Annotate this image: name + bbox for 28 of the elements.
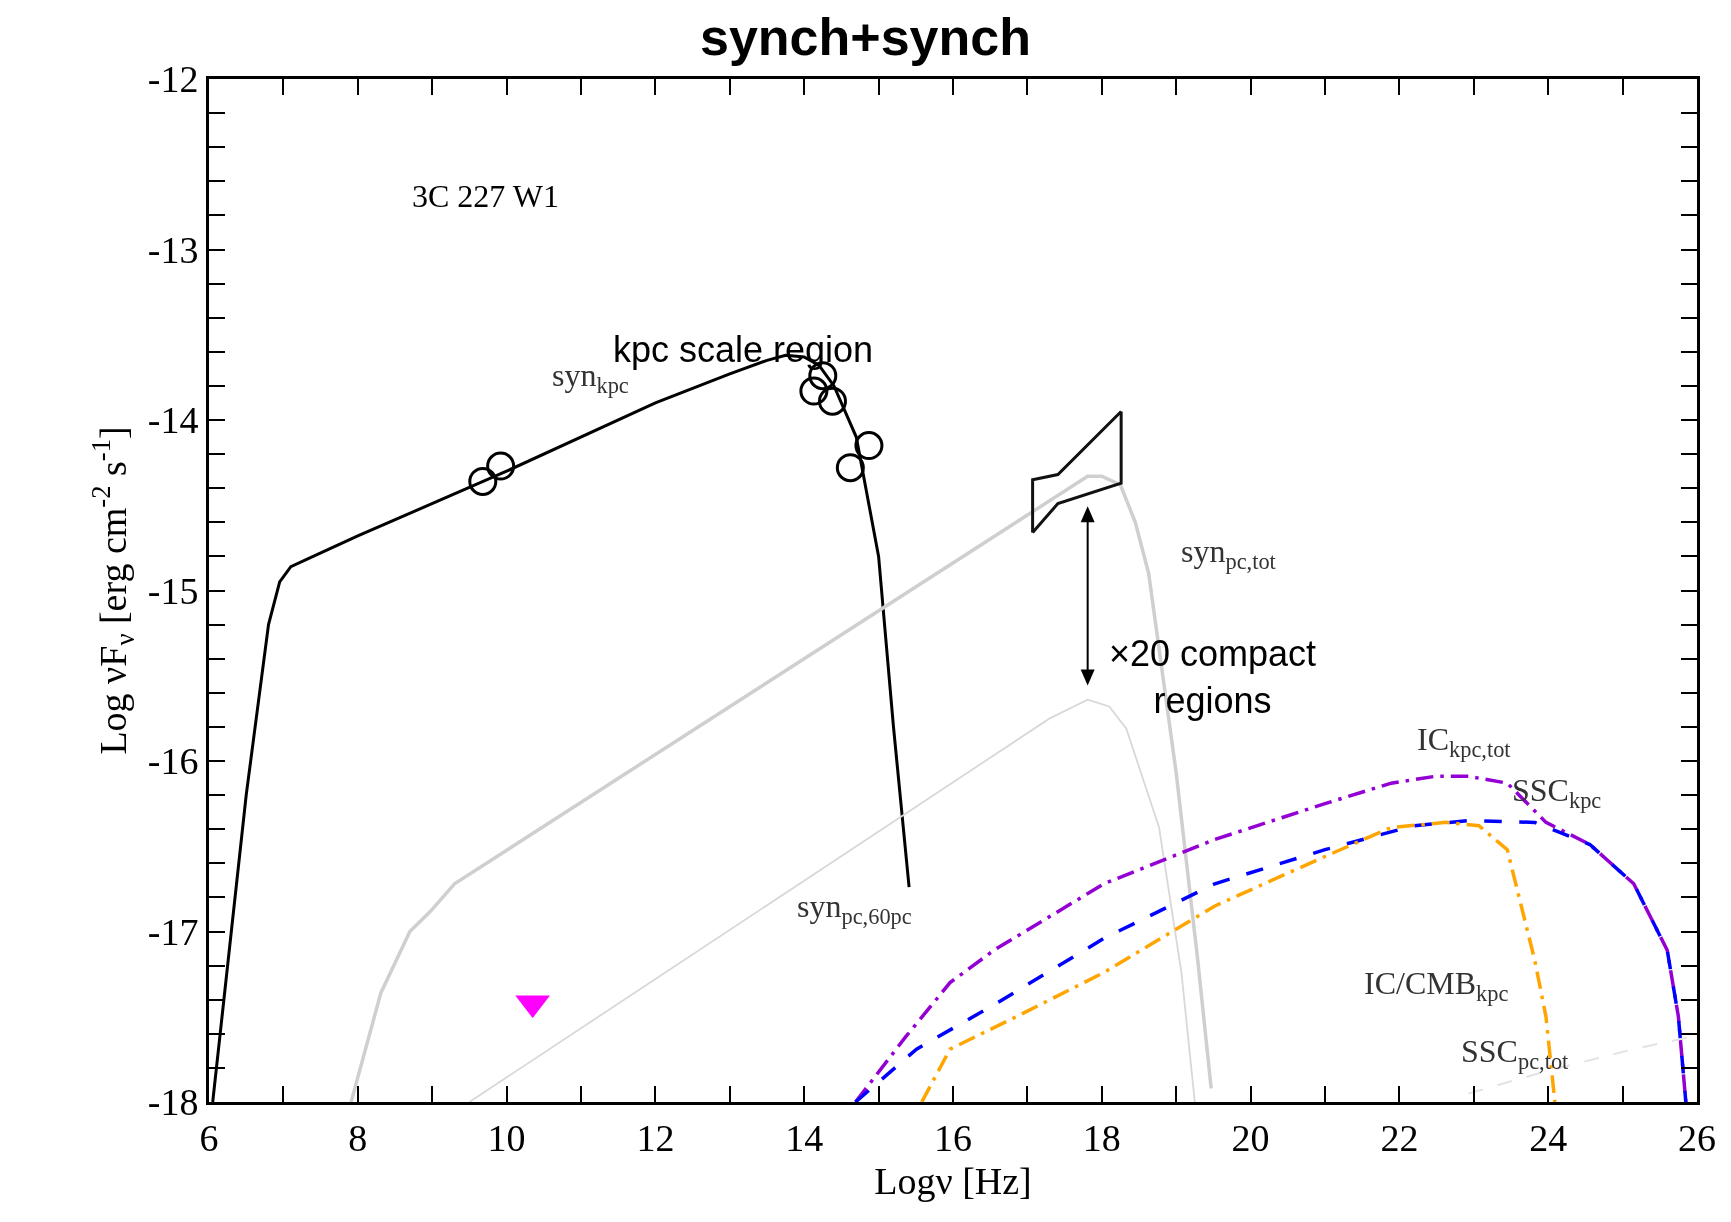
series-label: SSC$_{pc,tot}$ [1461,1033,1570,1074]
x-axis-title: Logν [Hz] [874,1159,1032,1202]
x-tick-label: 14 [785,1116,824,1159]
series-label: IC$_{kpc,tot}$ [1417,721,1512,762]
x-tick-label: 22 [1380,1116,1419,1159]
y-tick-label: -15 [147,569,199,612]
x-tick-label: 18 [1082,1116,1121,1159]
x-tick-label: 16 [934,1116,972,1159]
y-tick-label: -17 [147,910,199,953]
series-label: IC/CMB$_{kpc}$ [1364,965,1509,1006]
annotation: 3C 227 W1 [412,178,559,214]
x-tick-label: 24 [1529,1116,1568,1159]
y-tick-label: -12 [147,58,199,101]
series-label: SSC$_{kpc}$ [1512,772,1602,813]
x-tick-label: 20 [1231,1116,1270,1159]
x-tick-label: 8 [348,1116,368,1159]
y-tick-label: -16 [147,740,199,783]
x-tick-label: 6 [199,1116,219,1159]
x-tick-label: 26 [1678,1116,1716,1159]
series-label: syn$_{pc,60pc}$ [797,888,912,929]
y-tick-label: -18 [147,1081,199,1124]
x-tick-label: 12 [636,1116,675,1159]
series-label: syn$_{pc,tot}$ [1181,533,1277,574]
chart-title: synch+synch [700,7,1031,66]
y-tick-label: -13 [147,228,199,271]
annotation: ×20 compact regions [1109,633,1317,721]
x-tick-label: 10 [487,1116,526,1159]
y-tick-label: -14 [147,399,199,442]
